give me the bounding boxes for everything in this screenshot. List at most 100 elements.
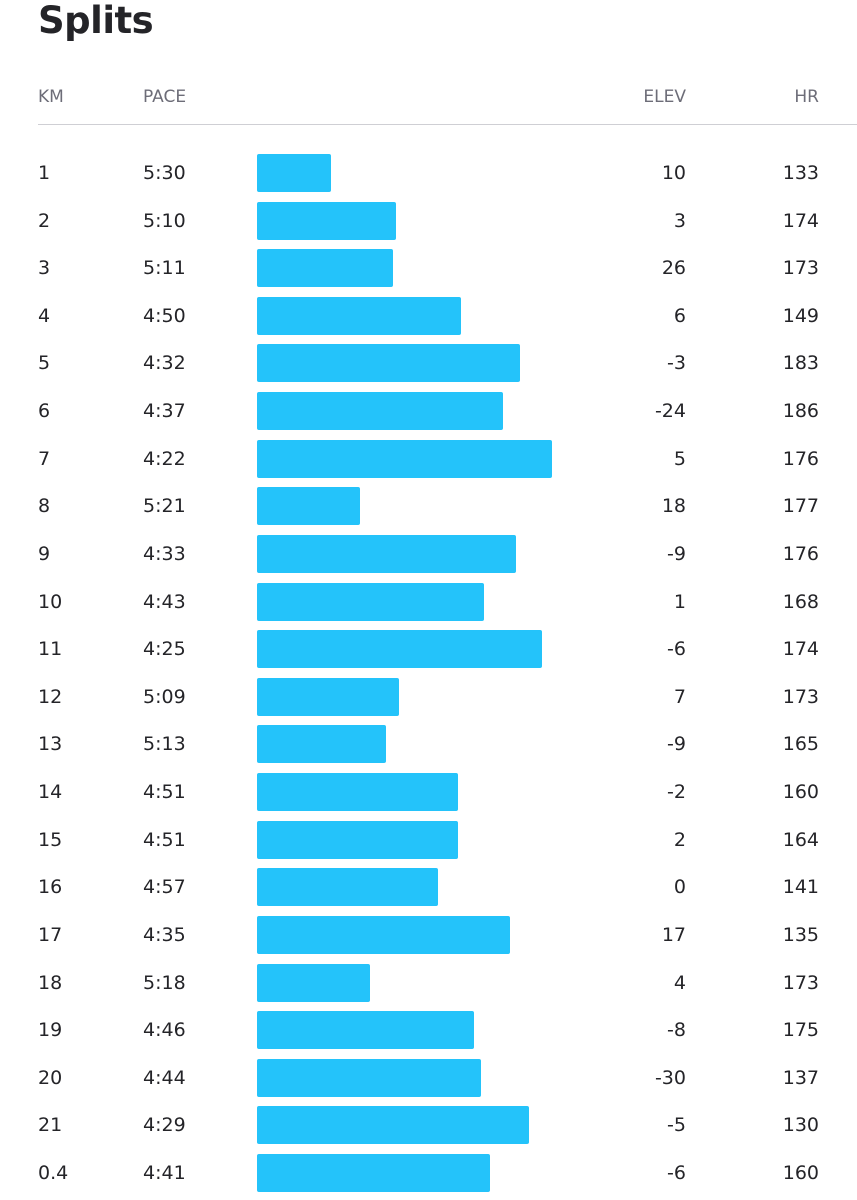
km: 1: [38, 162, 51, 184]
pace-bar: [257, 392, 504, 431]
heart-rate: 168: [782, 590, 819, 613]
heart-rate: 174: [782, 638, 819, 661]
pace-bar: [257, 630, 543, 669]
elevation: 26: [661, 257, 686, 280]
pace-bar: [257, 1011, 474, 1050]
pace: 4:32: [143, 352, 186, 375]
pace: 5:10: [143, 209, 186, 232]
elevation: -8: [667, 1019, 686, 1042]
elevation: 17: [661, 923, 686, 946]
pace-bar: [257, 1154, 491, 1193]
pace-bar: [257, 487, 361, 526]
km: 9: [38, 542, 51, 565]
heart-rate: 149: [782, 304, 819, 327]
heart-rate: 160: [782, 781, 819, 804]
pace: 4:57: [143, 876, 186, 899]
elevation: 2: [673, 828, 686, 851]
km: 11: [38, 638, 63, 661]
column-header: HR: [794, 87, 819, 107]
pace: 4:51: [143, 828, 186, 851]
heart-rate: 135: [782, 923, 819, 946]
elevation: -30: [654, 1066, 686, 1089]
pace-bar: [257, 820, 458, 859]
km: 18: [38, 971, 63, 994]
heart-rate: 130: [782, 1114, 819, 1137]
pace-bar: [257, 534, 517, 573]
km: 12: [38, 685, 63, 708]
pace-bar: [257, 439, 552, 478]
elevation: 1: [673, 590, 686, 613]
pace-bar: [257, 344, 520, 383]
heart-rate: 141: [782, 876, 819, 899]
column-header: ELEV: [643, 87, 686, 107]
pace: 4:51: [143, 781, 186, 804]
km: 10: [38, 590, 63, 613]
pace: 4:35: [143, 923, 186, 946]
pace: 5:18: [143, 971, 186, 994]
pace-bar: [257, 582, 484, 621]
heart-rate: 186: [782, 400, 819, 423]
km: 2: [38, 209, 51, 232]
heart-rate: 176: [782, 447, 819, 470]
pace: 4:29: [143, 1114, 186, 1137]
pace: 4:37: [143, 400, 186, 423]
column-header: PACE: [143, 87, 187, 107]
elevation: -9: [667, 733, 686, 756]
km: 17: [38, 923, 63, 946]
pace: 4:46: [143, 1019, 186, 1042]
elevation: 7: [673, 685, 686, 708]
elevation: 5: [673, 447, 686, 470]
pace-bar: [257, 915, 510, 954]
heart-rate: 164: [782, 828, 819, 851]
heart-rate: 173: [782, 971, 819, 994]
pace-bar: [257, 868, 439, 907]
pace-bar: [257, 296, 461, 335]
pace: 4:43: [143, 590, 186, 613]
heart-rate: 133: [782, 162, 819, 184]
km: 6: [38, 400, 51, 423]
pace-bar: [257, 1106, 530, 1145]
km: 0.4: [38, 1162, 69, 1185]
heart-rate: 165: [782, 733, 819, 756]
heart-rate: 175: [782, 1019, 819, 1042]
divider: [38, 124, 857, 125]
elevation: 4: [673, 971, 686, 994]
pace: 5:09: [143, 685, 186, 708]
km: 5: [38, 352, 51, 375]
pace: 5:21: [143, 495, 186, 518]
pace-bar: [257, 201, 396, 240]
elevation: -9: [667, 542, 686, 565]
pace-bar: [257, 725, 387, 764]
pace: 4:41: [143, 1162, 186, 1185]
elevation: -6: [667, 638, 686, 661]
heart-rate: 160: [782, 1162, 819, 1185]
pace-bar: [257, 1058, 481, 1097]
km: 4: [38, 304, 51, 327]
pace: 4:25: [143, 638, 186, 661]
km: 8: [38, 495, 51, 518]
km: 7: [38, 447, 51, 470]
km: 15: [38, 828, 63, 851]
elevation: -24: [654, 400, 686, 423]
pace: 4:44: [143, 1066, 186, 1089]
elevation: 3: [673, 209, 686, 232]
title: Splits: [38, 0, 154, 42]
heart-rate: 183: [782, 352, 819, 375]
km: 19: [38, 1019, 63, 1042]
pace-bar: [257, 963, 370, 1002]
pace: 4:33: [143, 542, 186, 565]
elevation: -3: [667, 352, 686, 375]
elevation: -5: [667, 1114, 686, 1137]
heart-rate: 173: [782, 685, 819, 708]
elevation: 10: [661, 162, 686, 184]
pace: 5:13: [143, 733, 186, 756]
elevation: -2: [667, 781, 686, 804]
km: 16: [38, 876, 63, 899]
km: 20: [38, 1066, 63, 1089]
pace: 5:11: [143, 257, 186, 280]
heart-rate: 176: [782, 542, 819, 565]
pace-bar: [257, 677, 400, 716]
heart-rate: 137: [782, 1066, 819, 1089]
heart-rate: 177: [782, 495, 819, 518]
